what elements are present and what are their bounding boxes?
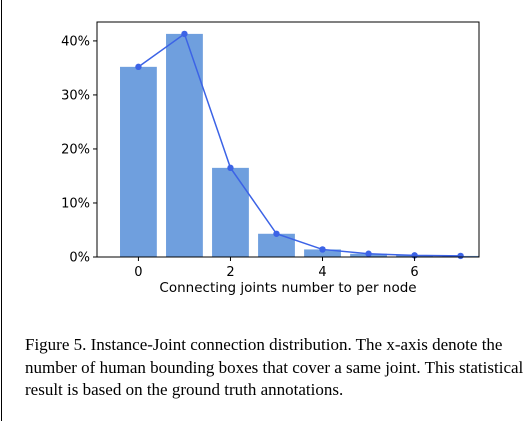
line-point-7 [457, 252, 464, 260]
line-point-5 [365, 250, 372, 257]
plot-frame [96, 21, 480, 258]
y-tick-label: 40% [61, 34, 90, 49]
y-tick-label: 10% [61, 196, 90, 211]
x-axis: 0 2 4 6 [134, 257, 419, 280]
line-point-0 [135, 63, 142, 71]
bar-4 [304, 249, 341, 257]
line-point-1 [181, 30, 188, 38]
line-point-2 [227, 164, 234, 172]
y-tick-label: 20% [61, 142, 90, 157]
y-tick-label: 0% [69, 251, 90, 266]
bar-3 [258, 233, 295, 257]
line-point-4 [319, 246, 326, 253]
x-tick-label: 4 [318, 265, 326, 280]
bar-2 [212, 167, 249, 257]
line-point-3 [273, 230, 280, 237]
y-tick-label: 30% [61, 88, 90, 103]
bar-1 [166, 33, 203, 257]
figure-caption: Figure 5. Instance-Joint connection dist… [25, 335, 524, 399]
distribution-line [137, 32, 461, 257]
bar-chart: 0% 10% 20% 30% 40% 0 2 4 6 Connecting joints nu… [61, 21, 480, 296]
bar-0 [120, 66, 157, 257]
y-axis: 0% 10% 20% 30% 40% [61, 34, 97, 266]
x-tick-label: 2 [226, 265, 234, 280]
x-axis-label: Connecting joints number to per node [159, 280, 416, 296]
x-tick-label: 0 [134, 265, 142, 280]
left-page-border [1, 0, 2, 421]
bars-group [120, 33, 479, 257]
x-tick-label: 6 [410, 265, 418, 280]
